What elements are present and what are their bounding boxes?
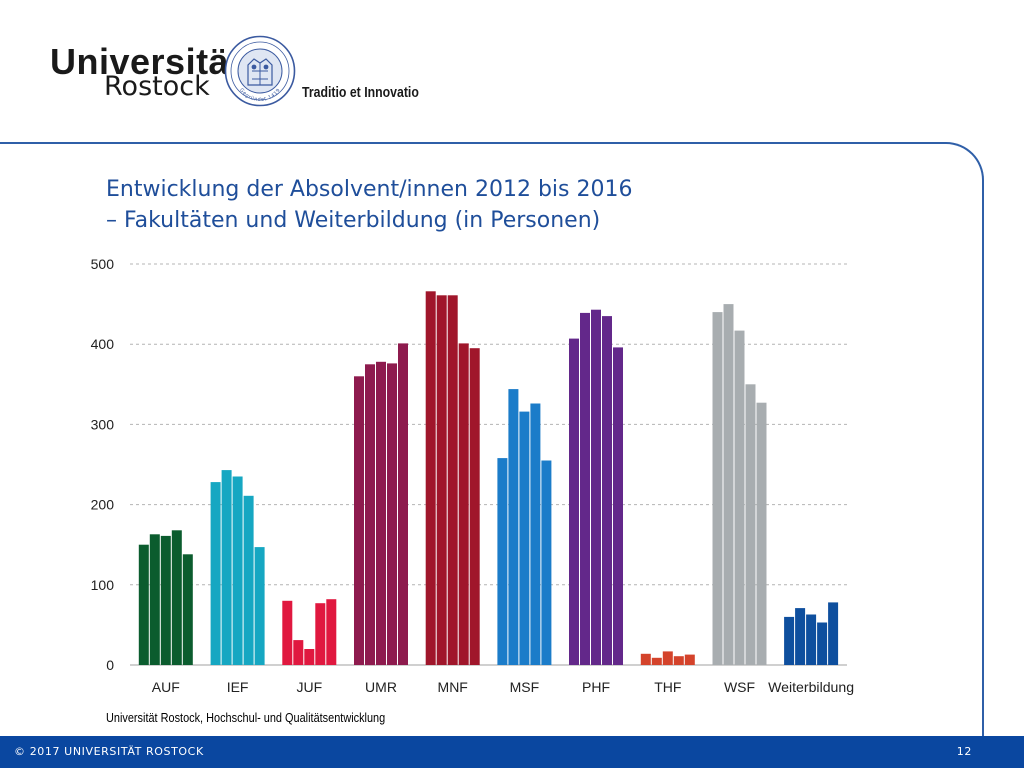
bar-weiterbildung-2014: [806, 614, 817, 665]
bar-wsf-2014: [734, 330, 745, 665]
bar-msf-2014: [519, 411, 530, 665]
x-tick-label-juf: JUF: [296, 679, 322, 695]
x-tick-label-ief: IEF: [227, 679, 249, 695]
bar-auf-2014: [160, 535, 171, 665]
x-tick-label-thf: THF: [654, 679, 681, 695]
motto: Traditio et Innovatio: [302, 84, 419, 101]
bar-thf-2013: [651, 657, 662, 665]
bar-thf-2015: [673, 656, 684, 665]
bar-msf-2016: [541, 460, 552, 665]
bar-auf-2012: [138, 544, 149, 665]
bar-msf-2013: [508, 389, 519, 665]
bar-umr-2016: [398, 343, 408, 665]
x-tick-label-msf: MSF: [510, 679, 540, 695]
footer-copyright: © 2017 UNIVERSITÄT ROSTOCK: [14, 745, 204, 758]
y-tick-label-100: 100: [91, 577, 115, 593]
bar-mnf-2014: [447, 295, 458, 665]
x-tick-label-wsf: WSF: [724, 679, 755, 695]
bar-msf-2012: [497, 458, 508, 665]
x-tick-label-phf: PHF: [582, 679, 610, 695]
x-tick-label-umr: UMR: [365, 679, 397, 695]
bar-umr-2015: [387, 363, 397, 665]
bar-juf-2013: [293, 640, 304, 665]
bar-juf-2014: [304, 649, 315, 665]
bar-umr-2012: [354, 376, 364, 665]
bar-auf-2016: [182, 554, 193, 665]
bar-weiterbildung-2012: [784, 616, 795, 665]
bar-wsf-2012: [712, 312, 723, 665]
bar-ief-2015: [243, 495, 254, 665]
x-tick-label-weiterbildung: Weiterbildung: [768, 679, 854, 695]
footer-bar: © 2017 UNIVERSITÄT ROSTOCK 12: [0, 736, 1024, 768]
slide-title-line-2: – Fakultäten und Weiterbildung (in Perso…: [106, 208, 601, 233]
bar-auf-2015: [171, 530, 182, 665]
bar-msf-2015: [530, 403, 541, 665]
bar-thf-2016: [684, 654, 695, 665]
bar-juf-2012: [282, 600, 293, 665]
bar-umr-2013: [365, 364, 375, 666]
bar-phf-2016: [613, 347, 623, 665]
bar-juf-2016: [326, 599, 337, 665]
x-tick-label-auf: AUF: [152, 679, 180, 695]
bar-umr-2014: [376, 361, 386, 665]
bar-weiterbildung-2013: [795, 608, 806, 665]
bar-mnf-2015: [458, 343, 469, 665]
bar-thf-2014: [662, 651, 673, 665]
y-tick-label-500: 500: [91, 256, 115, 272]
bar-auf-2013: [149, 534, 160, 665]
bar-phf-2014: [591, 309, 601, 665]
bar-mnf-2012: [425, 291, 436, 665]
y-tick-label-200: 200: [91, 497, 115, 513]
bar-ief-2016: [254, 547, 265, 665]
logo-wordmark-universitaet: Universität: [50, 41, 242, 82]
x-tick-label-mnf: MNF: [438, 679, 468, 695]
slide-title-line-1: Entwicklung der Absolvent/innen 2012 bis…: [106, 177, 633, 202]
y-tick-label-400: 400: [91, 336, 115, 352]
bar-wsf-2015: [745, 384, 756, 665]
bar-wsf-2016: [756, 402, 767, 665]
y-tick-label-0: 0: [106, 657, 114, 673]
bar-mnf-2016: [469, 348, 480, 665]
bar-wsf-2013: [723, 304, 734, 665]
slide-title: Entwicklung der Absolvent/innen 2012 bis…: [106, 174, 632, 236]
bar-juf-2015: [315, 603, 326, 665]
bar-weiterbildung-2015: [817, 622, 828, 665]
page-number: 12: [956, 745, 972, 758]
bar-chart: 0 100 200 300 400 500 AUF IEF JUF UMR MNF MSF PHF THF…: [91, 256, 854, 695]
bar-ief-2012: [210, 482, 221, 665]
university-seal-icon: Gegründet 1419: [224, 35, 296, 107]
bar-ief-2014: [232, 476, 243, 665]
y-tick-label-300: 300: [91, 416, 115, 432]
content-frame: [0, 142, 984, 748]
bar-weiterbildung-2016: [828, 602, 839, 665]
bar-phf-2015: [602, 316, 612, 665]
bar-mnf-2013: [436, 295, 447, 665]
bar-phf-2012: [569, 338, 579, 665]
bar-phf-2013: [580, 312, 590, 665]
logo-wordmark-rostock: Rostock: [104, 71, 210, 102]
bar-ief-2013: [221, 470, 232, 665]
data-source-note: Universität Rostock, Hochschul- und Qual…: [106, 710, 386, 725]
bar-thf-2012: [640, 653, 651, 665]
